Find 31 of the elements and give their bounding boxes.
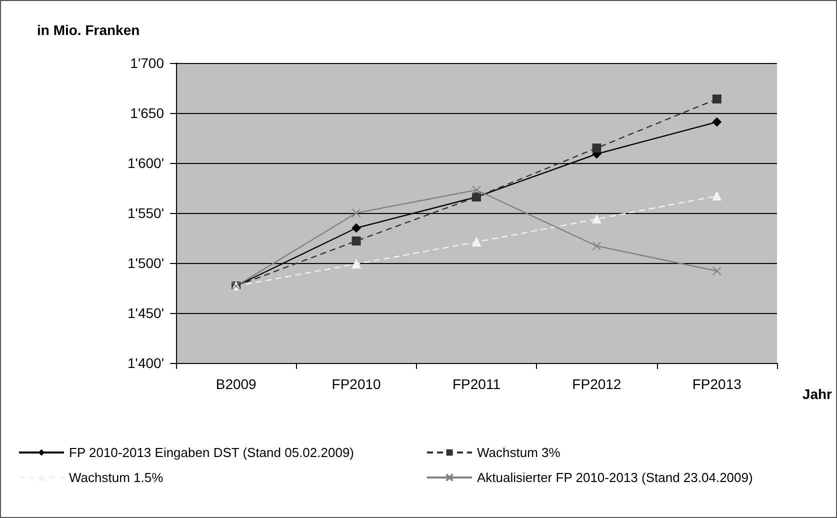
point [592,144,602,152]
legend-label: Wachstum 3% [477,445,561,460]
x-tick-label: B2009 [216,376,257,392]
point [352,260,361,268]
point [352,224,361,232]
point [352,236,361,246]
x-tick-label: FP2012 [572,376,622,392]
y-tick-label: 1'400' [128,355,164,371]
x-tick-label: FP2010 [332,376,382,392]
point [712,192,722,200]
legend-label: Wachstum 1.5% [69,470,164,485]
y-axis-title: in Mio. Franken [37,22,140,38]
y-tick-label: 1'550' [128,205,164,221]
y-tick-label: 1'600' [128,155,164,171]
point [472,238,481,246]
legend-label: Aktualisierter FP 2010-2013 (Stand 23.04.2009) [477,470,753,485]
legend-label: FP 2010-2013 Eingaben DST (Stand 05.02.2009) [69,445,354,460]
y-tick-label: 1'650 [130,105,164,121]
y-tick-label: 1'450' [128,305,164,321]
y-tick-label: 1'500' [128,255,164,271]
x-tick-label: FP2011 [452,376,501,392]
point [712,94,722,104]
x-tick-label: FP2013 [692,376,742,392]
point [352,208,361,218]
point [712,266,722,276]
y-tick-label: 1'700 [130,55,164,71]
point [592,242,602,250]
point [592,214,602,224]
point [472,186,481,194]
x-axis-title: Jahr [802,386,833,402]
point [712,118,722,126]
